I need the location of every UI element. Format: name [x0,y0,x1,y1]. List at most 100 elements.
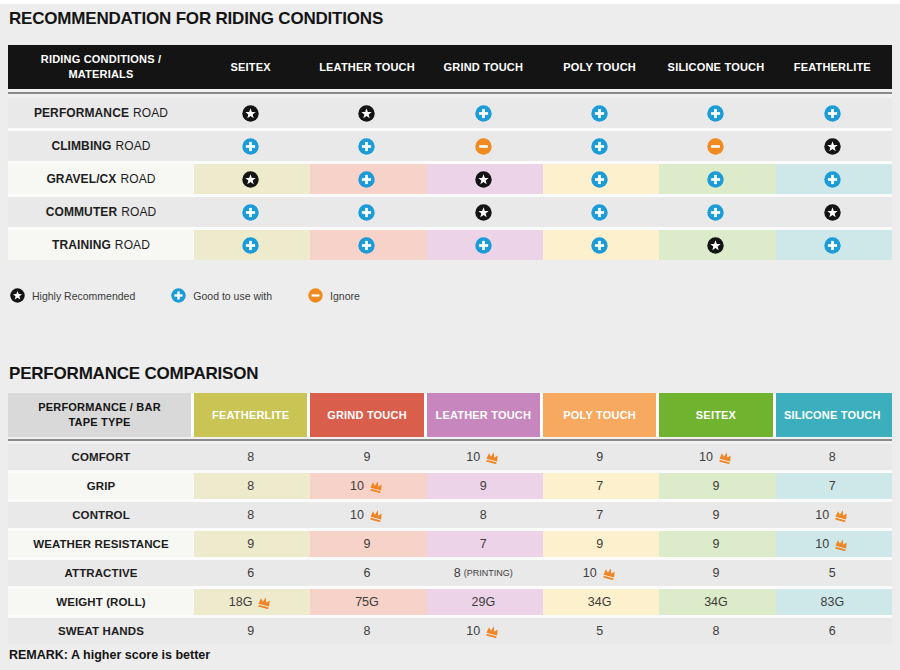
score-cell: 7 [776,473,892,499]
score-cell: 5 [776,560,892,586]
score-value: 10 [699,450,713,464]
score-cell: 6 [310,560,426,586]
condition-type: ROAD [133,106,168,120]
table-row: COMFORT 8 9 10 9 10 8 [8,444,892,470]
score-cell: 10 [659,444,775,470]
score-cell: 7 [543,473,659,499]
star-icon [475,171,492,188]
score-cell: 8 [427,502,543,528]
plus-icon [707,105,724,122]
bar-tape-column-header: SILICONE TOUCH [776,393,892,437]
crown-icon [602,567,617,580]
recommendation-cell [310,98,426,128]
score-cell: 6 [194,560,310,586]
score-value: 6 [247,566,254,580]
plus-icon [358,237,375,254]
riding-conditions-header-row: RIDING CONDITIONS / MATERIALS SEITEXLEAT… [8,45,892,89]
score-value: 8 [247,450,254,464]
plus-icon [824,171,841,188]
score-value: 7 [596,508,603,522]
score-value: 8 [454,566,461,580]
score-cell: 29G [427,589,543,615]
star-icon [242,171,259,188]
plus-icon [475,105,492,122]
riding-condition-label: COMMUTERROAD [8,197,194,227]
recommendation-cell [310,197,426,227]
score-value: 9 [364,450,371,464]
score-cell: 10 [776,531,892,557]
condition-type: ROAD [115,238,150,252]
recommendation-cell [659,164,775,194]
plus-icon [707,171,724,188]
recommendation-cell [194,131,310,161]
recommendation-cell [194,197,310,227]
condition-type: ROAD [121,205,156,219]
performance-metric-label: SWEAT HANDS [8,618,194,644]
plus-icon [707,204,724,221]
score-value: 75G [355,595,379,609]
table-row: CLIMBING ROAD [8,131,892,161]
score-cell: 9 [659,502,775,528]
crown-icon [485,625,500,638]
performance-metric-label: WEIGHT (ROLL) [8,589,194,615]
score-cell: 8 [194,473,310,499]
performance-header-row: PERFORMANCE / BAR TAPE TYPE FEATHERLITEG… [8,393,892,437]
score-cell: 10 [427,444,543,470]
star-icon [10,288,25,303]
plus-icon [358,204,375,221]
recommendation-cell [776,230,892,260]
recommendation-cell [310,164,426,194]
score-cell: 7 [543,502,659,528]
riding-conditions-title: RECOMMENDATION FOR RIDING CONDITIONS [9,9,383,29]
score-value: 18G [229,595,253,609]
plus-icon [242,138,259,155]
remark-note: REMARK: A higher score is better [9,648,210,662]
score-cell: 8(PRINTING) [427,560,543,586]
score-cell: 8 [194,502,310,528]
recommendation-cell [543,131,659,161]
riding-condition-label: GRAVEL/CXROAD [8,164,194,194]
performance-comparison-title: PERFORMANCE COMPARISON [9,364,258,384]
score-cell: 8 [776,444,892,470]
recommendation-cell [427,230,543,260]
score-value: 8 [364,624,371,638]
performance-metric-label: GRIP [8,473,194,499]
score-value: 9 [480,479,487,493]
score-cell: 9 [543,531,659,557]
score-cell: 5 [543,618,659,644]
condition-type: ROAD [116,139,151,153]
score-value: 6 [829,624,836,638]
recommendation-cell [776,98,892,128]
riding-condition-label: CLIMBING ROAD [8,131,194,161]
recommendation-cell [543,164,659,194]
material-column-header: LEATHER TOUCH [310,45,426,89]
bar-tape-column-header: POLY TOUCH [543,393,659,437]
score-value: 9 [596,537,603,551]
score-value: 8 [713,624,720,638]
score-value: 9 [713,566,720,580]
condition-name: CLIMBING [51,139,111,153]
legend-item: Ignore [308,288,360,303]
score-value: 8 [829,450,836,464]
material-column-header: POLY TOUCH [543,45,659,89]
score-value: 9 [596,450,603,464]
material-column-header: FEATHERLITE [776,45,892,89]
star-icon [824,204,841,221]
star-icon [358,105,375,122]
riding-conditions-table: RIDING CONDITIONS / MATERIALS SEITEXLEAT… [8,45,892,260]
score-cell: 9 [310,444,426,470]
header-separator [8,89,892,98]
score-value: 34G [588,595,612,609]
recommendation-cell [659,98,775,128]
score-value: 10 [466,624,480,638]
legend-label: Ignore [330,290,360,302]
score-cell: 34G [659,589,775,615]
table-row: GRAVEL/CXROAD [8,164,892,194]
performance-metric-label: COMFORT [8,444,194,470]
crown-icon [369,509,384,522]
recommendation-cell [427,131,543,161]
score-value: 9 [364,537,371,551]
condition-name: TRAINING [52,238,111,252]
minus-icon [308,288,323,303]
score-value: 83G [820,595,844,609]
